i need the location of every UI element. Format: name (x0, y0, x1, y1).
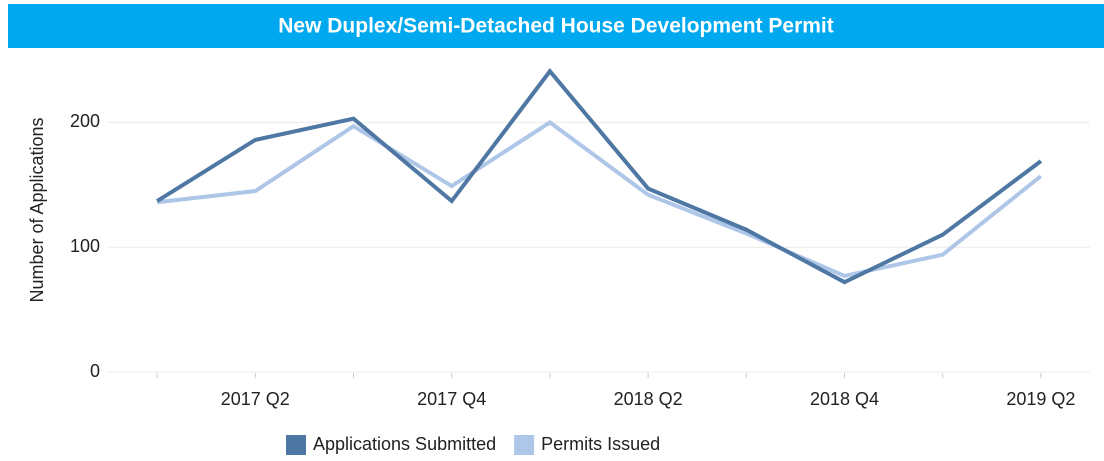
chart-title: New Duplex/Semi-Detached House Developme… (278, 15, 834, 38)
x-tick-label: 2019 Q2 (1006, 389, 1075, 409)
x-tick-label: 2017 Q4 (417, 389, 486, 409)
x-tick-label: 2018 Q4 (810, 389, 879, 409)
y-tick-label: 0 (90, 361, 100, 381)
x-tick-label: 2018 Q2 (614, 389, 683, 409)
legend-swatch (514, 435, 535, 455)
title-banner (8, 4, 1104, 48)
y-tick-label: 200 (70, 111, 100, 131)
y-tick-label: 100 (70, 236, 100, 256)
legend-swatch (286, 435, 306, 455)
legend-label: Applications Submitted (313, 434, 496, 454)
legend-label: Permits Issued (541, 434, 660, 454)
y-axis-label: Number of Applications (27, 117, 47, 302)
series-line (156, 68, 1043, 285)
x-tick-label: 2017 Q2 (221, 389, 290, 409)
series-line (156, 119, 1043, 278)
